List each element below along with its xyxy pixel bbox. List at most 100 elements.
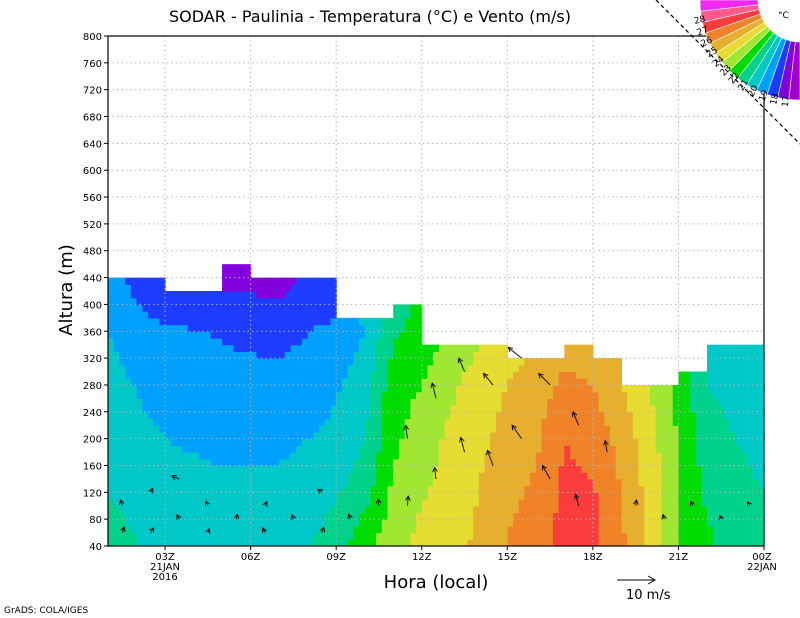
- heatmap-cell: [404, 311, 411, 319]
- heatmap-cell: [170, 331, 178, 339]
- heatmap-cell: [136, 499, 143, 507]
- heatmap-cell: [159, 532, 166, 540]
- heatmap-cell: [564, 478, 571, 487]
- wind-vector: [176, 513, 182, 520]
- heatmap-cell: [244, 351, 252, 359]
- heatmap-cell: [541, 512, 548, 520]
- heatmap-cell: [530, 418, 537, 426]
- heatmap-cell: [564, 411, 571, 420]
- heatmap-cell: [455, 485, 463, 493]
- heatmap-cell: [655, 431, 662, 440]
- heatmap-cell: [319, 438, 326, 446]
- heatmap-cell: [473, 391, 480, 399]
- heatmap-cell: [113, 284, 120, 292]
- wind-vector-head: [375, 497, 382, 504]
- heatmap-cell: [193, 539, 200, 546]
- heatmap-cell: [592, 492, 600, 500]
- heatmap-cell: [153, 384, 160, 393]
- heatmap-cell: [467, 344, 474, 352]
- heatmap-cell: [564, 364, 571, 373]
- heatmap-cell: [324, 438, 332, 446]
- heatmap-cell: [170, 291, 178, 299]
- heatmap-cell: [667, 532, 674, 540]
- heatmap-cell: [216, 331, 223, 339]
- heatmap-cell: [404, 465, 411, 473]
- heatmap-cell: [301, 478, 309, 487]
- heatmap-cell: [592, 438, 600, 446]
- heatmap-cell: [712, 505, 719, 514]
- heatmap-cell: [273, 277, 280, 285]
- heatmap-cell: [262, 532, 269, 540]
- heatmap-cell: [575, 398, 583, 406]
- heatmap-cell: [746, 445, 754, 453]
- heatmap-cell: [450, 371, 457, 379]
- heatmap-cell: [644, 525, 651, 534]
- heatmap-cell: [336, 405, 343, 413]
- heatmap-cell: [558, 492, 565, 500]
- heatmap-cell: [130, 418, 138, 426]
- heatmap-cell: [376, 344, 383, 352]
- heatmap-cell: [376, 371, 383, 379]
- heatmap-cell: [535, 478, 543, 487]
- heatmap-cell: [575, 478, 583, 487]
- heatmap-cell: [398, 492, 406, 500]
- heatmap-cell: [575, 391, 583, 399]
- heatmap-cell: [239, 344, 246, 352]
- heatmap-cell: [159, 485, 166, 493]
- heatmap-cell: [735, 452, 742, 460]
- heatmap-cell: [170, 492, 178, 500]
- heatmap-cell: [370, 351, 377, 359]
- heatmap-cell: [689, 405, 697, 413]
- heatmap-cell: [684, 525, 691, 534]
- heatmap-cell: [507, 499, 514, 507]
- heatmap-cell: [204, 472, 212, 480]
- heatmap-cell: [615, 398, 622, 406]
- heatmap-cell: [307, 499, 314, 507]
- heatmap-cell: [262, 411, 269, 420]
- heatmap-cell: [319, 337, 326, 346]
- heatmap-cell: [136, 291, 143, 299]
- heatmap-cell: [376, 411, 383, 420]
- heatmap-cell: [473, 458, 480, 467]
- heatmap-cell: [501, 499, 508, 507]
- heatmap-cell: [250, 458, 257, 467]
- heatmap-cell: [558, 505, 565, 514]
- heatmap-cell: [689, 418, 697, 426]
- heatmap-cell: [222, 277, 229, 285]
- heatmap-cell: [712, 391, 719, 399]
- heatmap-cell: [296, 391, 303, 399]
- heatmap-cell: [222, 270, 229, 279]
- heatmap-cell: [187, 465, 195, 473]
- heatmap-cell: [324, 331, 332, 339]
- heatmap-cell: [421, 398, 429, 406]
- heatmap-cell: [262, 291, 269, 299]
- heatmap-cell: [552, 438, 560, 446]
- heatmap-cell: [513, 411, 520, 420]
- y-tick-label: 640: [83, 139, 102, 150]
- heatmap-cell: [570, 445, 577, 453]
- heatmap-cell: [153, 512, 160, 520]
- heatmap-cell: [433, 431, 440, 440]
- heatmap-cell: [416, 445, 423, 453]
- heatmap-cell: [113, 458, 120, 467]
- heatmap-cell: [358, 405, 366, 413]
- heatmap-cell: [296, 452, 303, 460]
- heatmap-cell: [130, 519, 138, 527]
- heatmap-cell: [250, 337, 257, 346]
- heatmap-cell: [239, 452, 246, 460]
- heatmap-cell: [592, 465, 600, 473]
- heatmap-cell: [290, 311, 297, 319]
- heatmap-cell: [233, 478, 240, 487]
- heatmap-cell: [347, 378, 354, 386]
- heatmap-cell: [416, 472, 423, 480]
- heatmap-cell: [347, 485, 354, 493]
- heatmap-cell: [113, 311, 120, 319]
- heatmap-cell: [398, 485, 406, 493]
- heatmap-cell: [558, 445, 565, 453]
- heatmap-cell: [199, 425, 206, 433]
- heatmap-cell: [267, 465, 275, 473]
- heatmap-cell: [667, 431, 674, 440]
- heatmap-cell: [461, 418, 468, 426]
- heatmap-cell: [729, 472, 737, 480]
- heatmap-cell: [296, 324, 303, 332]
